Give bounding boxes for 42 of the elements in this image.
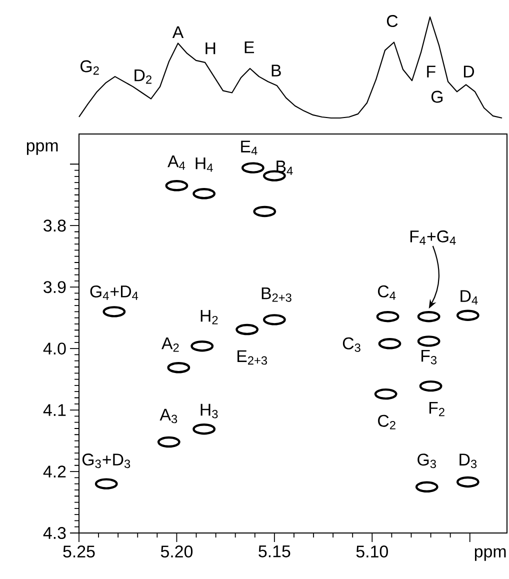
y-tick-label: 4.1 — [43, 404, 66, 416]
annotation: G$_{2}$ — [80, 60, 99, 75]
annotation: A$_{4}$ — [168, 156, 186, 170]
annotation: A$_{3}$ — [160, 408, 178, 424]
x-tick-label: 5.15 — [258, 546, 290, 558]
x-tick-label: 5.10 — [356, 546, 388, 558]
y-tick-label: 3.8 — [44, 220, 66, 232]
annotation: F$_{3}$ — [421, 350, 437, 364]
annotation: G — [431, 90, 443, 103]
annotation: C$_{4}$ — [378, 285, 396, 300]
annotation: G$_{3}$+D$_{3}$ — [82, 454, 130, 468]
annotation: F — [427, 66, 436, 78]
annotation: C$_{2}$ — [378, 414, 396, 430]
x-axis-title: ppm — [474, 548, 506, 561]
annotation: G$_{3}$ — [418, 454, 436, 468]
annotation: B — [272, 64, 281, 76]
annotation: E$_{4}$ — [241, 140, 258, 155]
annotation: D$_{3}$ — [460, 454, 477, 468]
y-axis-title: ppm — [26, 142, 58, 155]
annotation: E$_{2+3}$ — [238, 350, 268, 365]
annotation: H — [206, 42, 216, 54]
annotation: C$_{3}$ — [342, 337, 360, 352]
y-tick-label: 4.0 — [43, 342, 66, 355]
annotation: D$_{4}$ — [460, 290, 478, 304]
annotation: H$_{2}$ — [200, 310, 218, 324]
x-tick-label: 5.25 — [63, 546, 95, 558]
annotation: F$_{4}$+G$_{4}$ — [410, 230, 456, 245]
y-tick-label: 4.3 — [43, 527, 66, 540]
annotation: A — [172, 26, 184, 38]
annotation: H$_{4}$ — [196, 158, 213, 172]
annotation: D — [464, 66, 474, 78]
annotation: F$_{2}$ — [429, 402, 444, 416]
y-tick-label: 3.9 — [44, 281, 66, 294]
annotation: H$_{3}$ — [200, 404, 218, 418]
annotation: D$_{2}$ — [134, 69, 152, 84]
y-tick-label: 4.2 — [43, 466, 66, 478]
x-tick-label: 5.20 — [160, 546, 193, 558]
annotation: G$_{4}$+D$_{4}$ — [90, 285, 138, 300]
annotation: C — [386, 15, 398, 28]
annotation: B$_{2+3}$ — [262, 287, 292, 302]
annotation: A$_{2}$ — [162, 338, 179, 352]
annotation: E — [244, 41, 254, 54]
